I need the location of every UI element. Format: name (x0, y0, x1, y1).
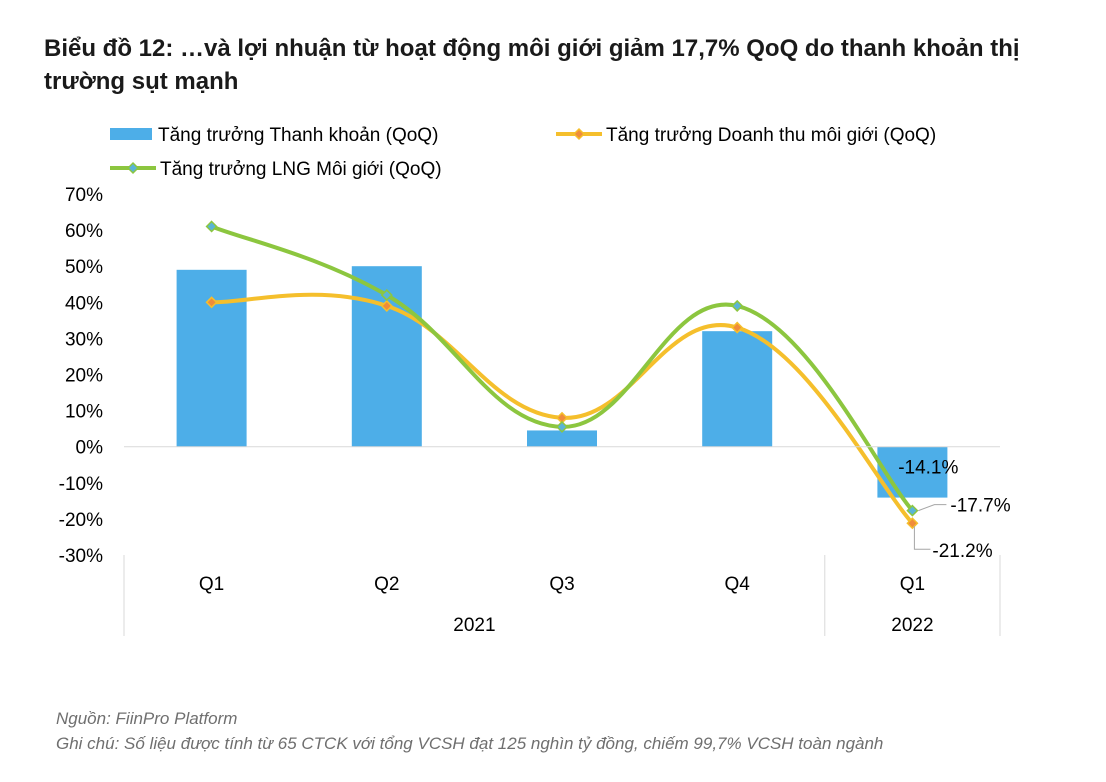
series-marker (731, 299, 744, 312)
leader-line (913, 526, 931, 550)
legend-label: Tăng trưởng LNG Môi giới (QoQ) (160, 159, 442, 180)
bar (527, 430, 597, 447)
y-tick-label: -30% (59, 546, 103, 567)
series-marker (380, 289, 393, 302)
y-tick-label: 70% (65, 185, 103, 206)
series-line (211, 292, 914, 525)
footnote: Ghi chú: Số liệu được tính từ 65 CTCK vớ… (56, 734, 884, 753)
x-tick-label: Q3 (549, 574, 574, 595)
x-tick-label: Q1 (900, 574, 925, 595)
data-labels: -14.1% -17.7% -21.2% (898, 458, 1011, 563)
x-axis: Q1 Q2 Q3 Q4 Q1 2021 2022 (123, 446, 1001, 636)
y-tick-label: 50% (65, 257, 103, 278)
legend-label: Tăng trưởng Doanh thu môi giới (QoQ) (606, 125, 936, 146)
legend-label: Tăng trưởng Thanh khoản (QoQ) (158, 125, 438, 146)
series-line (210, 224, 914, 512)
series-marker (731, 321, 744, 334)
x-group-label: 2021 (453, 615, 495, 636)
bar-data-label: -14.1% (898, 458, 958, 479)
x-tick-label: Q2 (374, 574, 399, 595)
legend-marker (126, 161, 140, 175)
y-tick-label: 40% (65, 293, 103, 314)
series-marker (906, 517, 919, 530)
source-note: Nguồn: FiinPro Platform (56, 709, 238, 728)
x-tick-label: Q1 (199, 574, 224, 595)
series-marker (555, 420, 569, 433)
legend: Tăng trưởng Thanh khoản (QoQ) Tăng trưởng… (110, 125, 936, 180)
y-axis: 70% 60% 50% 40% 30% 20% 10% 0% -10% -20% -30% (59, 185, 103, 567)
series-marker (205, 296, 218, 309)
x-group-label: 2022 (891, 615, 933, 636)
series-marker (205, 220, 218, 233)
y-tick-label: 30% (65, 329, 103, 350)
series-marker (906, 504, 919, 517)
y-tick-label: 0% (76, 438, 104, 459)
line-series (205, 220, 919, 530)
chart-title: Biểu đồ 12: …và lợi nhuận từ hoạt động m… (44, 35, 1020, 95)
line-data-label: -21.2% (932, 541, 992, 562)
series-marker (380, 299, 393, 312)
x-tick-label: Q4 (725, 574, 751, 595)
y-tick-label: -20% (59, 510, 103, 531)
line-data-label: -17.7% (950, 496, 1010, 517)
leader-line (918, 504, 947, 512)
legend-swatch (110, 128, 152, 140)
bar (702, 331, 773, 447)
legend-marker (572, 127, 586, 141)
y-tick-label: 20% (65, 366, 103, 387)
y-tick-label: 60% (65, 221, 103, 242)
y-tick-label: 10% (65, 402, 103, 423)
y-tick-label: -10% (59, 474, 103, 495)
bar-series (176, 266, 948, 498)
